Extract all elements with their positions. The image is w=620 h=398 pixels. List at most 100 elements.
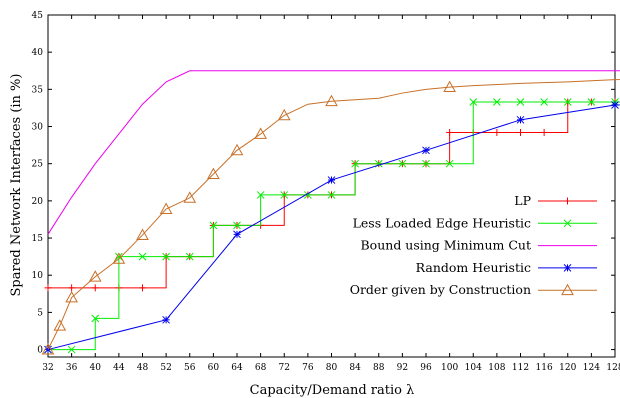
less-loaded-edge-heuristic-point <box>209 221 218 230</box>
less-loaded-edge-heuristic-point <box>398 159 407 168</box>
x-tick-label: 56 <box>184 363 196 373</box>
less-loaded-edge-heuristic-point <box>233 221 241 230</box>
order-given-by-construction-point <box>277 108 291 121</box>
order-given-by-construction-point <box>41 343 55 355</box>
x-tick-label: 104 <box>465 363 482 373</box>
random-heuristic-point <box>611 101 619 109</box>
lp-point <box>68 284 76 292</box>
x-tick-label: 48 <box>137 363 149 373</box>
less-loaded-edge-heuristic-point <box>422 159 430 168</box>
random-heuristic-point <box>327 176 336 184</box>
y-tick-label: 5 <box>37 308 43 318</box>
y-tick-label: 0 <box>37 346 43 356</box>
less-loaded-edge-heuristic-point <box>162 252 170 261</box>
less-loaded-edge-heuristic-point <box>587 98 596 106</box>
y-tick-label: 45 <box>32 11 44 21</box>
x-tick-label: 112 <box>512 363 529 373</box>
lp-point <box>44 284 52 292</box>
x-tick-label: 96 <box>420 363 432 373</box>
x-tick-label: 100 <box>441 363 458 373</box>
random-heuristic-point <box>422 146 430 155</box>
y-tick-label: 40 <box>32 48 44 58</box>
order-given-by-construction-point <box>159 202 173 214</box>
less-loaded-edge-heuristic-point <box>67 345 76 354</box>
x-tick-label: 52 <box>160 363 171 373</box>
order-given-by-construction-line <box>47 79 620 350</box>
x-tick-label: 60 <box>208 363 220 373</box>
legend-label-random-heuristic: Random Heuristic <box>416 260 531 275</box>
y-axis-label: Spared Network Interfaces (in %) <box>9 74 24 297</box>
less-loaded-edge-heuristic-point <box>469 98 478 106</box>
x-tick-label: 68 <box>255 363 267 373</box>
legend-marker-order-given-by-construction <box>561 283 574 296</box>
legend-label-order-given-by-construction: Order given by Construction <box>350 282 531 297</box>
x-axis-label: Capacity/Demand ratio λ <box>250 383 415 398</box>
order-given-by-construction-point <box>443 80 456 93</box>
x-tick-label: 108 <box>488 363 505 373</box>
order-given-by-construction-point <box>112 252 126 264</box>
order-given-by-construction-point <box>88 270 102 282</box>
less-loaded-edge-heuristic-point <box>351 159 359 168</box>
y-tick-label: 10 <box>32 271 44 281</box>
x-tick-label: 124 <box>583 363 600 373</box>
x-tick-label: 92 <box>397 363 408 373</box>
x-tick-label: 88 <box>373 363 385 373</box>
x-tick-label: 128 <box>606 363 620 373</box>
less-loaded-edge-heuristic-point <box>445 159 454 168</box>
less-loaded-edge-heuristic-point <box>91 314 100 323</box>
bound-using-minimum-cut-line <box>47 70 620 235</box>
x-tick-label: 84 <box>349 363 361 373</box>
random-heuristic-point <box>162 315 170 324</box>
less-loaded-edge-heuristic-point <box>493 98 501 106</box>
less-loaded-edge-heuristic-point <box>327 191 336 199</box>
order-given-by-construction-point <box>325 94 338 107</box>
plot-frame <box>47 14 616 358</box>
order-given-by-construction-point <box>207 167 220 180</box>
legend-label-bound-using-minimum-cut: Bound using Minimum Cut <box>361 238 532 253</box>
x-tick-label: 44 <box>113 363 125 373</box>
y-tick-label: 35 <box>32 85 44 95</box>
y-tick-label: 25 <box>32 160 44 170</box>
legend-label-less-loaded-edge-heuristic: Less Loaded Edge Heuristic <box>353 215 531 230</box>
x-tick-label: 116 <box>536 363 553 373</box>
order-given-by-construction-point <box>136 228 149 240</box>
less-loaded-edge-heuristic-point <box>280 191 289 199</box>
less-loaded-edge-heuristic-point <box>138 252 147 261</box>
legend-label-lp: LP <box>514 193 531 208</box>
less-loaded-edge-heuristic-point <box>115 252 123 261</box>
random-heuristic-point <box>233 230 241 239</box>
order-given-by-construction-point <box>254 127 267 139</box>
order-given-by-construction-point <box>53 319 67 331</box>
x-tick-label: 72 <box>279 363 290 373</box>
y-tick-label: 15 <box>32 234 44 244</box>
legend-marker-less-loaded-edge-heuristic <box>563 219 572 228</box>
less-loaded-edge-heuristic-point <box>516 98 525 106</box>
lp-point <box>517 128 524 136</box>
lp-point <box>139 284 146 292</box>
less-loaded-edge-heuristic-point <box>563 98 572 106</box>
random-heuristic-line <box>47 104 620 351</box>
x-tick-label: 64 <box>231 363 243 373</box>
order-given-by-construction-point <box>183 191 197 203</box>
y-tick-label: 20 <box>32 197 44 207</box>
order-given-by-construction-point <box>65 290 78 303</box>
x-tick-label: 80 <box>326 363 338 373</box>
lp-point <box>91 284 99 292</box>
less-loaded-edge-heuristic-point <box>540 98 548 106</box>
x-tick-label: 40 <box>90 363 102 373</box>
legend-marker-lp <box>564 197 571 205</box>
x-tick-label: 120 <box>559 363 576 373</box>
lp-point <box>540 128 548 136</box>
legend-marker-random-heuristic <box>563 264 572 272</box>
x-tick-label: 76 <box>302 363 314 373</box>
lp-point <box>446 128 454 136</box>
less-loaded-edge-heuristic-point <box>256 191 265 199</box>
random-heuristic-point <box>516 115 525 124</box>
y-tick-label: 30 <box>32 123 44 133</box>
order-given-by-construction-point <box>230 143 244 156</box>
less-loaded-edge-heuristic-line <box>48 101 620 351</box>
x-tick-label: 32 <box>42 363 53 373</box>
less-loaded-edge-heuristic-point <box>185 252 194 261</box>
x-tick-label: 36 <box>66 363 78 373</box>
